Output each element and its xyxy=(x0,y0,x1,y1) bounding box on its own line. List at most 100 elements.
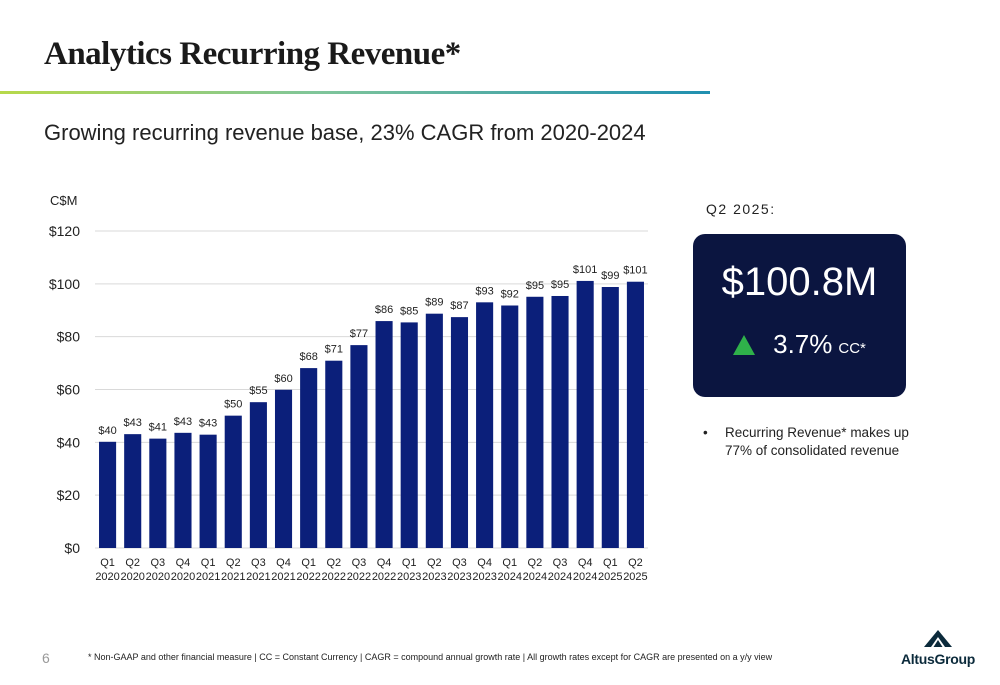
x-tick-label-quarter: Q2 xyxy=(125,557,140,569)
x-tick-label-year: 2023 xyxy=(397,571,421,583)
x-tick-label-year: 2023 xyxy=(447,571,471,583)
bar xyxy=(300,368,318,548)
bar xyxy=(425,313,443,548)
bar-data-label: $95 xyxy=(526,280,544,292)
x-tick-label-quarter: Q4 xyxy=(176,557,191,569)
x-tick-label-year: 2024 xyxy=(573,571,597,583)
bar-data-label: $93 xyxy=(475,285,493,297)
bar-data-label: $71 xyxy=(325,344,343,356)
x-tick-label-year: 2020 xyxy=(95,571,119,583)
x-tick-label-quarter: Q4 xyxy=(377,557,392,569)
x-tick-label-quarter: Q1 xyxy=(301,557,316,569)
x-tick-label-year: 2023 xyxy=(472,571,496,583)
page-title: Analytics Recurring Revenue* xyxy=(44,36,461,72)
bar-data-label: $87 xyxy=(450,300,468,312)
title-divider xyxy=(0,91,710,94)
bar-data-label: $99 xyxy=(601,270,619,282)
x-tick-label-year: 2020 xyxy=(146,571,170,583)
x-tick-label-quarter: Q2 xyxy=(427,557,442,569)
bar xyxy=(124,434,142,548)
x-tick-label-quarter: Q3 xyxy=(452,557,467,569)
x-tick-label-year: 2021 xyxy=(246,571,270,583)
x-tick-label-quarter: Q1 xyxy=(603,557,618,569)
x-tick-label-quarter: Q1 xyxy=(201,557,216,569)
x-tick-label-year: 2025 xyxy=(598,571,622,583)
x-tick-label-quarter: Q1 xyxy=(402,557,417,569)
bar xyxy=(626,281,644,548)
x-tick-label-year: 2024 xyxy=(548,571,572,583)
logo-text: AltusGroup xyxy=(901,651,975,667)
bar xyxy=(551,295,569,548)
bar xyxy=(199,434,217,548)
x-tick-label-quarter: Q3 xyxy=(553,557,568,569)
bar-data-label: $86 xyxy=(375,304,393,316)
x-tick-label-year: 2022 xyxy=(296,571,320,583)
x-tick-label-year: 2021 xyxy=(221,571,245,583)
x-tick-label-quarter: Q2 xyxy=(226,557,241,569)
page-subtitle: Growing recurring revenue base, 23% CAGR… xyxy=(44,120,646,145)
bar-data-label: $89 xyxy=(425,297,443,309)
x-tick-label-year: 2024 xyxy=(498,571,522,583)
bar-data-label: $40 xyxy=(98,425,116,437)
logo-mark-icon xyxy=(924,630,952,647)
page-number: 6 xyxy=(42,650,50,666)
up-arrow-icon xyxy=(733,334,756,355)
bar xyxy=(350,345,368,548)
x-tick-label-quarter: Q4 xyxy=(477,557,492,569)
x-tick-label-quarter: Q2 xyxy=(528,557,543,569)
bar-data-label: $50 xyxy=(224,399,242,411)
bar xyxy=(274,389,293,548)
x-tick-label-year: 2023 xyxy=(422,571,446,583)
bar xyxy=(149,438,167,548)
x-tick-label-year: 2025 xyxy=(623,571,647,583)
bar xyxy=(526,296,544,548)
kpi-growth-value: 3.7% xyxy=(773,329,833,359)
bar-data-label: $43 xyxy=(124,417,142,429)
bar xyxy=(501,305,519,548)
bar-data-label: $101 xyxy=(623,265,647,277)
bar-data-label: $85 xyxy=(400,305,418,317)
y-tick-label: $60 xyxy=(57,382,81,398)
bullet-icon: • xyxy=(703,425,708,440)
bar-data-label: $68 xyxy=(299,351,317,363)
kpi-card: $100.8M 3.7% CC* xyxy=(693,234,906,397)
y-axis-unit-label: C$M xyxy=(50,193,78,208)
bar xyxy=(450,317,469,548)
x-tick-label-quarter: Q4 xyxy=(276,557,291,569)
footnote: * Non-GAAP and other financial measure |… xyxy=(88,652,773,662)
y-tick-label: $40 xyxy=(57,434,81,450)
x-tick-label-year: 2020 xyxy=(171,571,195,583)
kpi-growth-suffix: CC* xyxy=(838,340,866,357)
x-tick-label-year: 2022 xyxy=(372,571,396,583)
x-tick-label-year: 2024 xyxy=(523,571,547,583)
x-tick-label-quarter: Q1 xyxy=(100,557,115,569)
x-tick-label-year: 2021 xyxy=(196,571,220,583)
bar-data-label: $55 xyxy=(249,385,267,397)
bar xyxy=(601,287,619,548)
bar xyxy=(99,441,117,548)
x-tick-label-year: 2022 xyxy=(322,571,346,583)
x-tick-label-quarter: Q2 xyxy=(628,557,643,569)
bar xyxy=(375,321,393,548)
x-tick-label-quarter: Q3 xyxy=(352,557,367,569)
bar xyxy=(249,402,267,548)
x-tick-label-quarter: Q3 xyxy=(251,557,266,569)
x-tick-label-quarter: Q1 xyxy=(502,557,517,569)
x-tick-label-quarter: Q4 xyxy=(578,557,593,569)
kpi-growth: 3.7% CC* xyxy=(693,329,906,360)
bar-data-label: $77 xyxy=(350,328,368,340)
x-tick-label-year: 2020 xyxy=(120,571,144,583)
x-tick-label-quarter: Q3 xyxy=(150,557,165,569)
y-tick-label: $120 xyxy=(49,223,80,239)
bar xyxy=(224,415,242,548)
x-tick-label-quarter: Q2 xyxy=(326,557,341,569)
bar xyxy=(174,432,192,548)
bar xyxy=(476,302,494,548)
y-tick-label: $100 xyxy=(49,276,80,292)
bullet-note-text: Recurring Revenue* makes up 77% of conso… xyxy=(725,425,909,458)
bar xyxy=(576,280,594,548)
recurring-revenue-bar-chart: $0 $20 $40 $60 $80 $100 $120 $40 Q1 2020 $43 Q2 2020… xyxy=(49,223,648,583)
company-logo: AltusGroup xyxy=(897,629,979,669)
bar-data-label: $43 xyxy=(199,418,217,430)
y-tick-label: $0 xyxy=(64,540,80,556)
